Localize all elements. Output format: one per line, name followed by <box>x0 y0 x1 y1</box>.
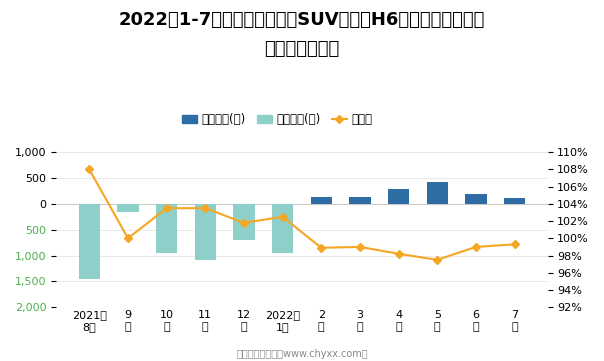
Text: 2022年1-7月长城旗下最畅销SUV（哈弗H6）近一年库存情况: 2022年1-7月长城旗下最畅销SUV（哈弗H6）近一年库存情况 <box>119 11 485 29</box>
Bar <box>156 204 177 253</box>
Bar <box>465 193 487 204</box>
Bar <box>79 204 100 279</box>
Bar <box>426 182 448 204</box>
Text: 制图：智研咨询（www.chyxx.com）: 制图：智研咨询（www.chyxx.com） <box>236 349 368 360</box>
Bar <box>310 197 332 204</box>
Legend: 积压库存(辆), 清仓库存(辆), 产销率: 积压库存(辆), 清仓库存(辆), 产销率 <box>178 109 377 131</box>
Bar <box>272 204 293 253</box>
Text: 及产销率统计图: 及产销率统计图 <box>265 40 339 58</box>
Bar <box>194 204 216 260</box>
Bar <box>117 204 138 212</box>
Bar <box>504 198 525 204</box>
Bar <box>388 190 410 204</box>
Bar <box>233 204 254 240</box>
Bar <box>349 197 371 204</box>
